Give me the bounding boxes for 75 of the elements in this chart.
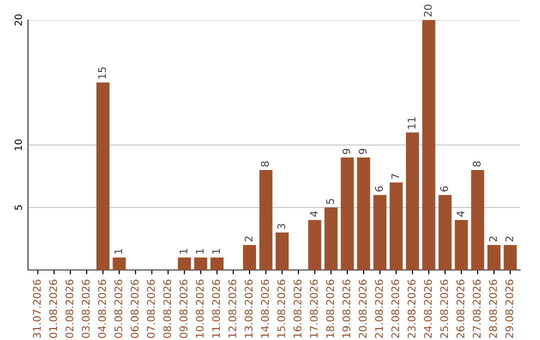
y-tick-label: 10 xyxy=(14,139,22,150)
data-label: 9 xyxy=(358,148,367,154)
bar xyxy=(308,220,322,270)
x-tick-label: 15.08.2026 xyxy=(277,280,286,338)
bar xyxy=(454,220,468,270)
x-tick-label: 28.08.2026 xyxy=(489,280,497,338)
x-tick-label: 29.08.2026 xyxy=(505,280,514,338)
data-label: 1 xyxy=(212,249,220,254)
x-tick-label: 24.08.2026 xyxy=(424,280,432,338)
x-tick-label: 26.08.2026 xyxy=(456,280,464,338)
bar xyxy=(357,158,370,270)
data-label: 4 xyxy=(310,211,318,217)
x-tick-label: 27.08.2026 xyxy=(472,280,481,338)
bar xyxy=(324,208,338,270)
data-label: 1 xyxy=(180,249,188,254)
bar xyxy=(487,245,500,270)
data-label: 2 xyxy=(505,236,514,242)
x-tick-label: 22.08.2026 xyxy=(391,280,400,338)
x-tick-label: 16.08.2026 xyxy=(294,280,302,338)
data-label: 1 xyxy=(114,249,122,254)
x-tick-label: 04.08.2026 xyxy=(98,280,106,338)
y-tick-label: 5 xyxy=(14,205,22,210)
data-label: 8 xyxy=(261,161,269,167)
bar xyxy=(504,245,517,270)
x-tick-label: 01.08.2026 xyxy=(49,280,58,338)
data-label: 11 xyxy=(408,117,416,129)
bar xyxy=(340,158,354,270)
data-label: 8 xyxy=(472,161,481,167)
x-tick-label: 11.08.2026 xyxy=(212,280,220,338)
data-label: 5 xyxy=(326,199,334,204)
bar xyxy=(276,232,289,270)
data-label: 6 xyxy=(375,186,383,192)
x-tick-label: 18.08.2026 xyxy=(326,280,334,338)
x-tick-label: 14.08.2026 xyxy=(261,280,269,338)
y-tick-label: 20 xyxy=(14,14,22,26)
x-tick-label: 07.08.2026 xyxy=(146,280,155,338)
x-tick-label: 02.08.2026 xyxy=(66,280,74,338)
data-label: 2 xyxy=(244,236,252,242)
bar xyxy=(406,132,419,270)
bar xyxy=(112,258,126,270)
data-label: 20 xyxy=(424,4,432,16)
x-tick-label: 21.08.2026 xyxy=(375,280,383,338)
x-tick-label: 03.08.2026 xyxy=(82,280,90,338)
data-label: 9 xyxy=(342,148,350,154)
x-tick-label: 23.08.2026 xyxy=(408,280,416,338)
bar xyxy=(210,258,224,270)
bar xyxy=(194,258,208,270)
bar xyxy=(373,195,386,270)
x-tick-label: 17.08.2026 xyxy=(310,280,318,338)
x-tick-label: 12.08.2026 xyxy=(228,280,236,338)
data-label: 15 xyxy=(98,67,106,79)
x-tick-label: 10.08.2026 xyxy=(196,280,204,338)
x-tick-label: 09.08.2026 xyxy=(180,280,188,338)
bar xyxy=(390,182,403,270)
x-tick-label: 25.08.2026 xyxy=(440,280,448,338)
x-tick-label: 05.08.2026 xyxy=(114,280,122,338)
bar xyxy=(178,258,191,270)
data-label: 7 xyxy=(391,174,400,179)
x-tick-label: 13.08.2026 xyxy=(244,280,253,338)
bar xyxy=(471,170,484,270)
data-label: 4 xyxy=(456,211,464,217)
bar xyxy=(96,82,110,270)
bar xyxy=(243,245,256,270)
x-tick-label: 06.08.2026 xyxy=(130,280,139,338)
bar xyxy=(438,195,452,270)
bar xyxy=(422,20,436,270)
bar xyxy=(259,170,272,270)
x-tick-label: 20.08.2026 xyxy=(358,280,367,338)
x-tick-label: 08.08.2026 xyxy=(163,280,172,338)
data-label: 2 xyxy=(489,236,497,242)
data-label: 3 xyxy=(277,224,286,229)
x-tick-label: 19.08.2026 xyxy=(342,280,350,338)
data-label: 1 xyxy=(196,249,204,254)
x-tick-label: 31.07.2026 xyxy=(32,280,41,338)
data-label: 6 xyxy=(440,186,448,192)
